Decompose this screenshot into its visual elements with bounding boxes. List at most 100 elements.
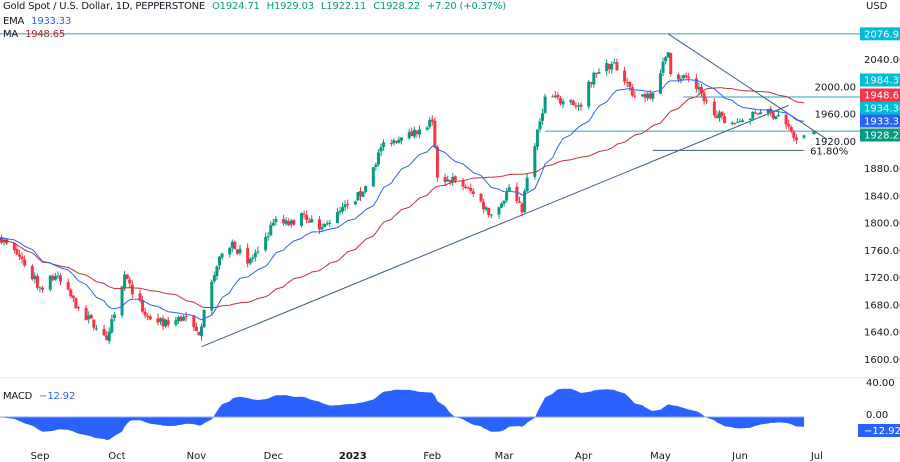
candle xyxy=(774,116,778,120)
candle-body xyxy=(502,200,506,204)
candle xyxy=(574,102,578,109)
candle-body xyxy=(397,139,401,143)
candle xyxy=(543,93,547,114)
ma-value: 1948.65 xyxy=(25,29,66,40)
candle-body xyxy=(217,256,221,266)
candle xyxy=(182,314,186,321)
time-tick-label: Jul xyxy=(810,451,823,462)
candle xyxy=(702,90,706,105)
candle-body xyxy=(500,203,504,208)
candle-body xyxy=(697,87,701,90)
candle-body xyxy=(664,57,668,62)
candle xyxy=(605,59,609,76)
candle-body xyxy=(543,96,547,113)
candle xyxy=(533,143,537,180)
candle-body xyxy=(325,223,329,225)
candle-body xyxy=(676,74,680,80)
candle xyxy=(607,63,611,74)
candle-body xyxy=(561,101,565,105)
candle xyxy=(569,98,573,106)
candle xyxy=(487,207,491,218)
candle xyxy=(192,316,196,331)
price-tick-label: 2000.00 xyxy=(815,82,856,93)
candle xyxy=(651,92,655,102)
candle xyxy=(592,71,596,88)
candle-body xyxy=(497,207,501,215)
candle xyxy=(417,125,421,139)
change-value: +7.20 (+0.37%) xyxy=(426,1,506,12)
candle xyxy=(51,273,55,282)
low-value: L1922.11 xyxy=(320,1,367,12)
candle xyxy=(217,255,221,270)
candle xyxy=(379,143,383,157)
candle-body xyxy=(533,146,537,177)
candle xyxy=(397,136,401,144)
macd-legend[interactable]: MACD −12.92 xyxy=(3,391,79,402)
price-tick-label: 1640.00 xyxy=(864,328,900,339)
candle-body xyxy=(651,93,655,99)
candle-body xyxy=(412,129,416,137)
candle-body xyxy=(274,218,278,223)
candle-body xyxy=(302,213,306,215)
candle xyxy=(507,183,511,192)
candle-body xyxy=(592,72,596,85)
candle xyxy=(715,110,719,119)
candle xyxy=(346,199,350,210)
candle-body xyxy=(228,247,232,255)
time-tick-label: Jun xyxy=(731,451,748,462)
candle-body xyxy=(751,112,755,119)
candle xyxy=(400,137,404,145)
ma-legend[interactable]: MA 1948.65 xyxy=(3,29,69,40)
candle xyxy=(251,254,255,263)
candle xyxy=(20,252,24,264)
candle-body xyxy=(417,129,421,135)
price-label-box xyxy=(860,88,900,102)
candle xyxy=(466,186,470,190)
candle-body xyxy=(428,120,432,127)
candle-body xyxy=(774,116,778,119)
candle xyxy=(579,102,583,111)
price-tick-label: 1920.00 xyxy=(815,137,856,148)
candle-body xyxy=(15,249,19,255)
candle xyxy=(194,322,198,332)
candle-body xyxy=(435,146,439,178)
candle xyxy=(792,130,796,142)
candle xyxy=(666,52,670,58)
candle-body xyxy=(579,104,583,107)
candle-body xyxy=(587,81,591,107)
candle-body xyxy=(771,112,775,119)
candle-body xyxy=(489,214,493,216)
ema-legend[interactable]: EMA 1933.33 xyxy=(3,16,75,27)
candle xyxy=(356,191,360,201)
candle xyxy=(535,129,539,151)
candle-body xyxy=(733,122,737,124)
candle xyxy=(769,106,773,117)
candle-body xyxy=(69,289,73,297)
candle xyxy=(433,117,437,149)
candle xyxy=(148,314,152,321)
candle xyxy=(120,285,124,318)
candle-body xyxy=(574,105,578,107)
price-tick-label: 1720.00 xyxy=(864,273,900,284)
candle-body xyxy=(264,237,268,251)
candle-body xyxy=(538,121,542,130)
candle-body xyxy=(305,215,309,221)
candle xyxy=(684,72,688,80)
candle-body xyxy=(125,274,129,279)
candle xyxy=(446,175,450,182)
candle-body xyxy=(156,318,160,323)
fib-level-label: 61.80% xyxy=(810,146,848,157)
candle-body xyxy=(723,116,727,124)
candle-body xyxy=(310,218,314,223)
candle xyxy=(464,184,468,190)
candle xyxy=(687,72,691,83)
candle xyxy=(230,239,234,253)
candle-body xyxy=(712,101,716,116)
candle xyxy=(35,273,39,291)
price-label-text: 1984.32 xyxy=(864,76,900,87)
candle xyxy=(428,116,432,130)
candle xyxy=(343,200,347,211)
macd-value: −12.92 xyxy=(39,391,75,402)
candle xyxy=(571,99,575,106)
